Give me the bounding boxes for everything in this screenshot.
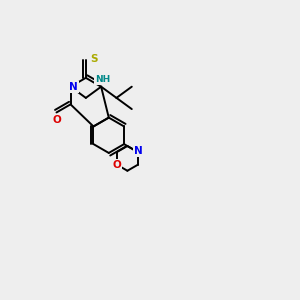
Text: NH: NH — [95, 75, 110, 84]
Text: N: N — [134, 146, 142, 156]
Text: O: O — [52, 115, 61, 125]
Text: O: O — [112, 160, 121, 170]
Text: S: S — [90, 54, 98, 64]
Text: N: N — [69, 82, 78, 92]
